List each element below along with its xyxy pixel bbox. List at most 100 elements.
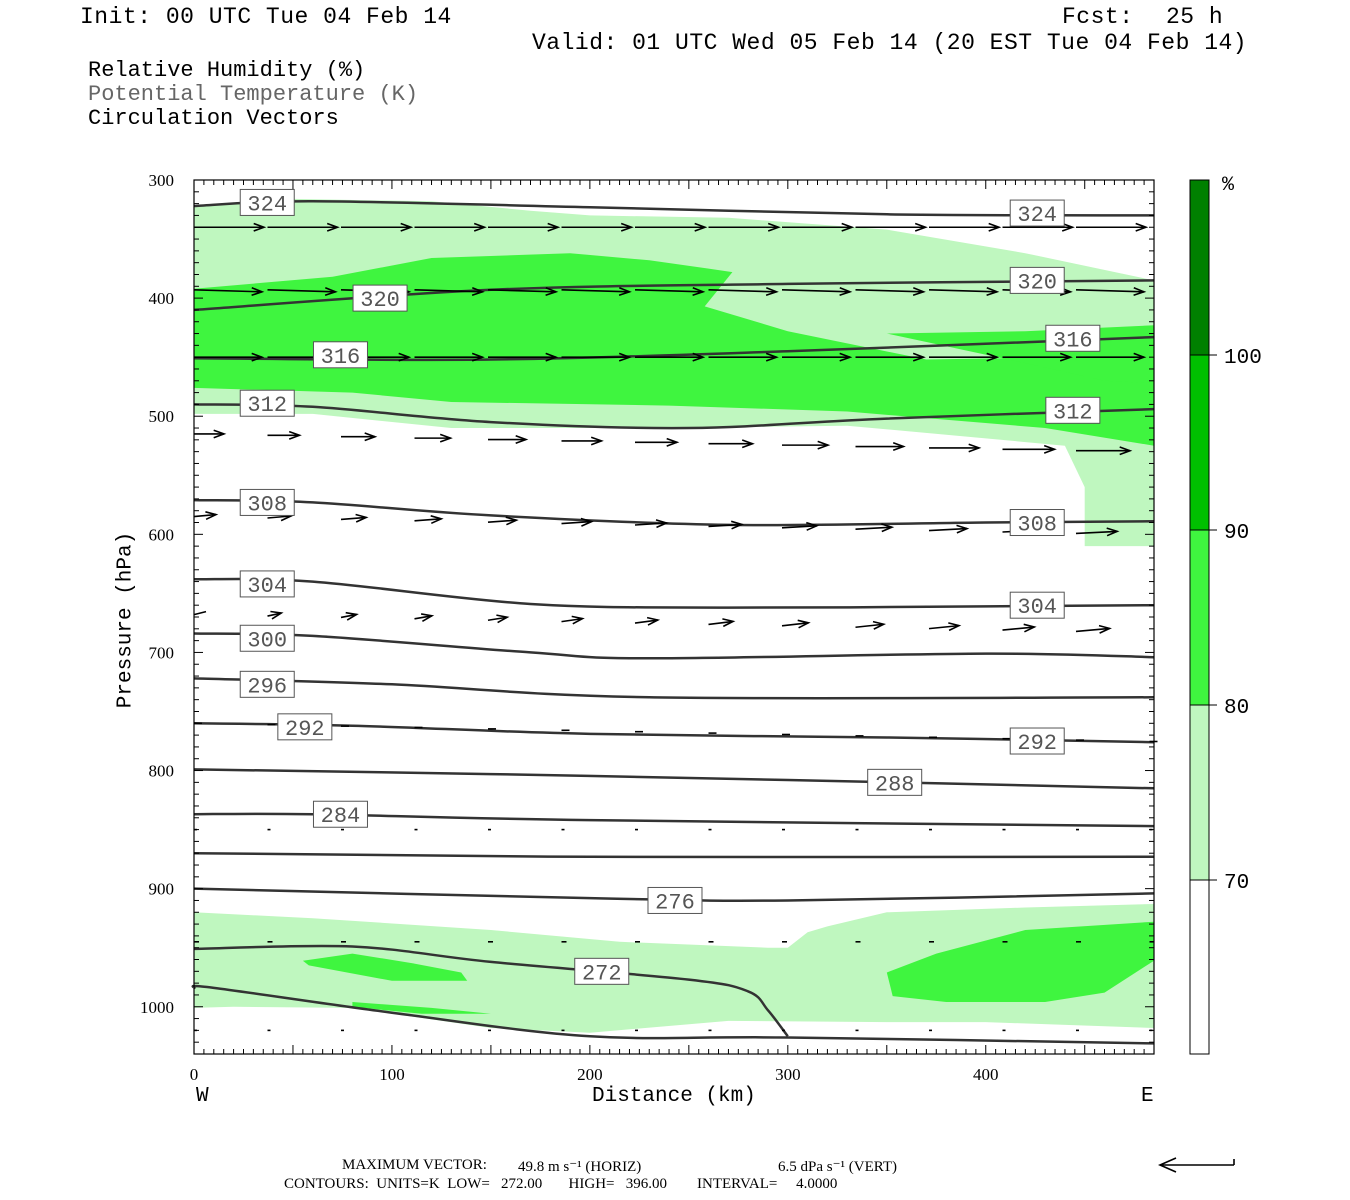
isentrope-label-text: 308 — [247, 492, 287, 517]
vector-shaft — [561, 289, 630, 293]
isentrope-label-box — [574, 957, 630, 985]
isentrope-312 — [193, 403, 1155, 430]
isentrope-label-box — [1009, 199, 1065, 227]
vector-shaft — [561, 520, 592, 525]
vector-head — [400, 222, 414, 232]
vector-shaft — [1002, 626, 1035, 631]
circulation-vector — [708, 618, 736, 628]
colorbar: 70 80 90 100% — [1189, 174, 1262, 1055]
vector-head — [892, 442, 906, 452]
vector-shaft — [193, 610, 207, 616]
vector-head — [420, 613, 435, 622]
vector-shaft — [414, 615, 433, 620]
circulation-vector — [561, 352, 632, 362]
circulation-vector — [928, 524, 970, 534]
circulation-vector — [194, 352, 265, 362]
vector-shaft — [928, 527, 968, 532]
vector-head — [1098, 624, 1112, 634]
circulation-vector — [414, 433, 453, 443]
vector-shaft — [781, 289, 851, 293]
vector-head — [841, 222, 855, 232]
circulation-vector — [855, 620, 887, 630]
isentrope-label-text: 308 — [1017, 513, 1057, 538]
vector-head — [580, 517, 594, 527]
isentrope-label-box — [239, 570, 295, 598]
vector-shaft — [267, 515, 292, 519]
isentrope-label-text: 292 — [1017, 731, 1057, 756]
isentrope-label-272: 272 — [574, 957, 630, 986]
circulation-vector — [782, 352, 853, 362]
circulation-vector — [341, 432, 378, 442]
vector-shaft — [634, 619, 658, 624]
vector-head — [545, 287, 559, 297]
circulation-vector — [267, 287, 338, 297]
circulation-vector — [561, 222, 634, 232]
isentrope-label-box — [1045, 324, 1101, 352]
y-tick-label: 1000 — [140, 998, 174, 1017]
circulation-vector — [1075, 527, 1120, 537]
vector-head — [956, 524, 970, 534]
vector-head — [1133, 352, 1147, 362]
vector-head — [251, 352, 265, 362]
vector-head — [1119, 446, 1133, 456]
y-tick-label: 600 — [149, 525, 175, 544]
vector-head — [1061, 222, 1075, 232]
vector-head — [398, 352, 412, 362]
vector-head — [213, 429, 227, 439]
circulation-vector — [414, 613, 435, 622]
circulation-vector — [782, 440, 831, 450]
isentrope-label-312: 312 — [239, 389, 295, 418]
forecast-label: Fcst: — [1062, 4, 1134, 30]
isentrope-label-text: 304 — [1017, 595, 1057, 620]
isentrope-label-box — [1009, 509, 1065, 537]
isentrope-label-284: 284 — [312, 800, 368, 829]
circulation-vector — [414, 352, 485, 362]
isentrope-label-text: 316 — [321, 345, 361, 370]
vector-head — [590, 436, 604, 446]
vector-head — [439, 433, 453, 443]
max-vector-horiz: 49.8 m s⁻¹ (HORIZ) — [518, 1159, 642, 1175]
isentrope-label-296: 296 — [239, 670, 295, 699]
vector-head — [730, 520, 745, 530]
circulation-vector — [708, 520, 745, 530]
circulation-vector — [340, 513, 369, 523]
isentrope-label-312: 312 — [1045, 396, 1101, 425]
vector-head — [692, 287, 706, 297]
vector-shaft — [708, 620, 734, 626]
isentrope-label-text: 312 — [247, 393, 287, 418]
x-tick-label: 0 — [190, 1065, 199, 1084]
y-tick-label: 700 — [149, 643, 175, 662]
isentrope-label-box — [1045, 396, 1101, 424]
circulation-vector — [781, 521, 820, 531]
vector-head — [571, 615, 585, 625]
isentrope-300 — [193, 632, 1155, 660]
circulation-vector — [487, 516, 519, 526]
circulation-vector — [561, 517, 594, 527]
vector-shaft — [928, 289, 998, 293]
isentrope-284 — [193, 812, 1155, 828]
vector-head — [914, 222, 928, 232]
vector-head — [655, 519, 669, 529]
vector-head — [765, 352, 779, 362]
x-axis-title: Distance (km) — [592, 1085, 756, 1108]
vector-head — [326, 222, 340, 232]
legend-circulation-vectors: Circulation Vectors — [88, 106, 339, 131]
vector-shaft — [267, 289, 336, 293]
circulation-vector — [634, 519, 669, 529]
vector-head — [270, 610, 284, 620]
y-tick-label: 300 — [149, 171, 175, 190]
circulation-vector — [634, 616, 661, 626]
vector-head — [364, 432, 378, 442]
circulation-vector — [488, 435, 529, 445]
vector-shaft — [634, 522, 667, 526]
isentrope-label-text: 300 — [247, 628, 287, 653]
y-tick-label: 500 — [149, 407, 175, 426]
vector-head — [839, 352, 853, 362]
colorbar-frame — [1189, 179, 1210, 1055]
y-tick-label: 900 — [149, 880, 175, 899]
vector-head — [912, 352, 926, 362]
vector-shaft — [708, 289, 777, 293]
vector-shaft — [414, 518, 442, 522]
vector-head — [765, 287, 779, 297]
legend-relative-humidity: Relative Humidity (%) — [88, 58, 366, 83]
